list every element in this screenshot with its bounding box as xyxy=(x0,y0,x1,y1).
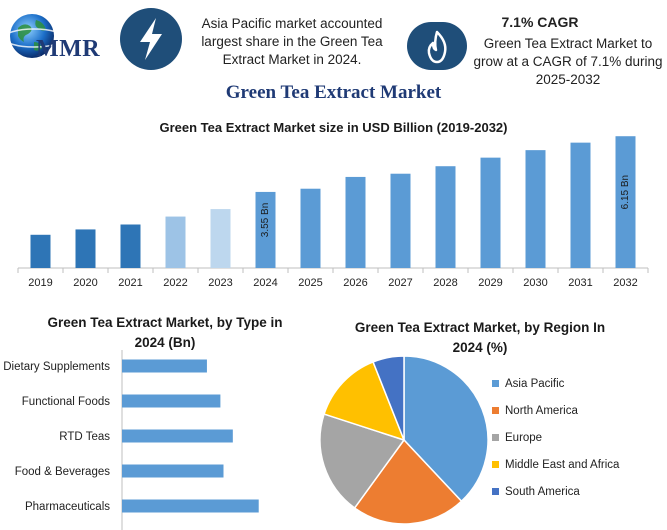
legend-label: North America xyxy=(505,405,578,417)
hbar-3 xyxy=(122,464,224,478)
bar-2022 xyxy=(165,216,186,268)
bar-2027 xyxy=(390,173,411,268)
x-tick-label: 2031 xyxy=(568,277,592,289)
x-tick-label: 2022 xyxy=(163,277,187,289)
x-tick-label: 2023 xyxy=(208,277,232,289)
legend-swatch xyxy=(492,407,499,414)
pie-slice-4 xyxy=(372,355,405,441)
logo-text: MMR xyxy=(36,36,101,62)
x-tick-label: 2027 xyxy=(388,277,412,289)
bar-2029 xyxy=(480,157,501,268)
info-text-cagr: Green Tea Extract Market to grow at a CA… xyxy=(470,35,666,89)
legend-label: Europe xyxy=(505,432,542,444)
legend-label: South America xyxy=(505,486,580,498)
bar-2020 xyxy=(75,229,96,268)
legend-swatch xyxy=(492,380,499,387)
region-chart-title-line: Green Tea Extract Market, by Region In xyxy=(354,320,606,335)
hbar-2 xyxy=(122,429,233,443)
region-chart-title: Green Tea Extract Market, by Region In 2… xyxy=(330,318,630,358)
lightning-bolt-icon xyxy=(140,18,162,60)
bar-2028 xyxy=(435,166,456,268)
market-size-chart-title: Green Tea Extract Market size in USD Bil… xyxy=(159,120,508,135)
globe-icon xyxy=(3,14,65,58)
hbar-1 xyxy=(122,394,221,408)
category-label: Food & Beverages xyxy=(15,466,111,478)
bar-2032 xyxy=(615,136,636,268)
info2-line: Green Tea Extract Market to xyxy=(483,36,653,51)
legend-swatch xyxy=(492,434,499,441)
x-tick-label: 2032 xyxy=(613,277,637,289)
main-title: Green Tea Extract Market xyxy=(225,82,442,103)
pie-slice-1 xyxy=(353,438,463,525)
x-tick-label: 2030 xyxy=(523,277,547,289)
lightning-badge xyxy=(120,8,182,70)
header: MMR Asia Pacific market accounted larges… xyxy=(0,0,667,110)
market-size-bar-chart: 2019 2020 2021 2022 2023 2024 2025 2026 2027 2028… xyxy=(17,136,649,289)
data-label: 3.55 Bn xyxy=(260,203,271,237)
data-label: 6.15 Bn xyxy=(620,175,631,209)
pie-slice-0 xyxy=(403,355,489,503)
bar-2021 xyxy=(120,224,141,268)
info1-line: Extract Market in 2024. xyxy=(222,52,362,67)
x-tick-label: 2025 xyxy=(298,277,322,289)
bar-2024 xyxy=(255,191,276,268)
bar-2031 xyxy=(570,142,591,268)
x-tick-label: 2020 xyxy=(73,277,97,289)
mmr-logo: MMR xyxy=(3,6,116,66)
cagr-title: 7.1% CAGR xyxy=(501,14,579,30)
region-pie-chart: Asia Pacific North America Europe Middle Ea… xyxy=(319,355,620,525)
legend-label: Middle East and Africa xyxy=(505,459,620,471)
x-tick-label: 2028 xyxy=(433,277,457,289)
pie-slice-2 xyxy=(319,413,406,510)
info1-line: Asia Pacific market accounted xyxy=(201,16,383,31)
legend-label: Asia Pacific xyxy=(505,378,565,390)
x-tick-label: 2026 xyxy=(343,277,367,289)
type-chart-title-line: Green Tea Extract Market, by Type in xyxy=(47,315,283,330)
x-tick-label: 2024 xyxy=(253,277,277,289)
info2-line: 2025-2032 xyxy=(535,72,601,87)
type-bar-chart: Dietary Supplements Functional Foods RTD T… xyxy=(3,350,259,530)
x-tick-label: 2021 xyxy=(118,277,142,289)
info1-line: largest share in the Green Tea xyxy=(201,34,383,49)
info2-line: grow at a CAGR of 7.1% during xyxy=(473,54,663,69)
bar-2026 xyxy=(345,176,366,268)
bar-2025 xyxy=(300,188,321,268)
category-label: RTD Teas xyxy=(59,431,110,443)
category-label: Functional Foods xyxy=(22,396,110,408)
category-label: Pharmaceuticals xyxy=(25,501,110,513)
hbar-4 xyxy=(122,499,259,513)
flame-badge xyxy=(407,22,467,70)
hbar-0 xyxy=(122,359,207,373)
legend-swatch xyxy=(492,488,499,495)
bar-2030 xyxy=(525,150,546,268)
flame-icon xyxy=(427,30,447,64)
type-chart-title: Green Tea Extract Market, by Type in 202… xyxy=(30,313,300,353)
type-chart-title-line: 2024 (Bn) xyxy=(134,335,196,350)
info-text-asia-pacific: Asia Pacific market accounted largest sh… xyxy=(192,15,392,69)
bar-2019 xyxy=(30,234,51,268)
pie-slice-3 xyxy=(323,360,406,442)
bar-2023 xyxy=(210,209,231,268)
x-tick-label: 2019 xyxy=(28,277,52,289)
x-tick-label: 2029 xyxy=(478,277,502,289)
legend-swatch xyxy=(492,461,499,468)
category-label: Dietary Supplements xyxy=(3,361,110,373)
region-chart-title-line: 2024 (%) xyxy=(452,340,508,355)
